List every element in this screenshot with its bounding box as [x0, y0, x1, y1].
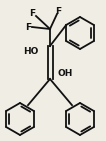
Text: F: F: [55, 6, 61, 16]
Text: OH: OH: [57, 69, 72, 78]
Text: F: F: [29, 8, 35, 17]
Text: F: F: [25, 23, 31, 31]
Text: HO: HO: [23, 47, 38, 56]
